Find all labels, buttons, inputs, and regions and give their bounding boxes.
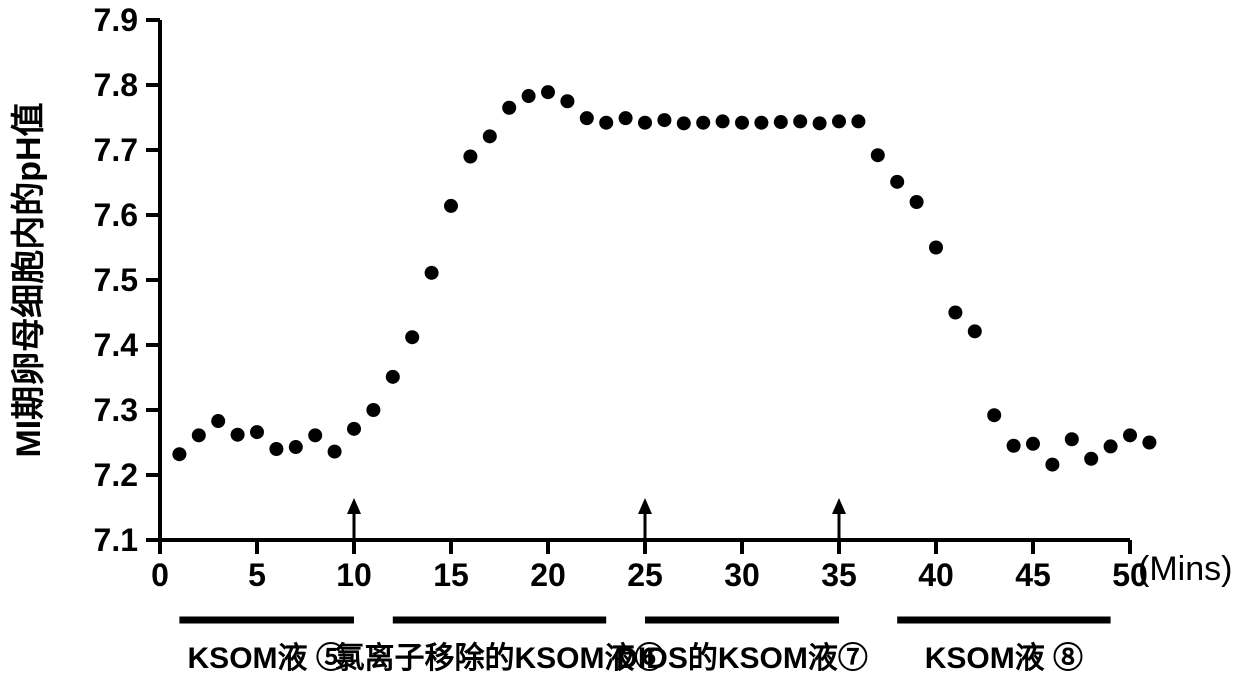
data-point (851, 114, 865, 128)
data-point (677, 116, 691, 130)
y-tick-label: 7.3 (94, 392, 138, 428)
y-tick-label: 7.1 (94, 522, 138, 558)
data-point (405, 330, 419, 344)
group-label: KSOM液 ⑤ (188, 642, 346, 675)
data-point (657, 113, 671, 127)
ph-chart: 7.1 7.2 7.3 7.4 7.5 7.6 7.7 7.8 7.9 0 5 10 15 20 25 30 3… (0, 0, 1240, 698)
data-point (1045, 458, 1059, 472)
arrow-head (638, 498, 652, 514)
data-point (754, 116, 768, 130)
data-point (328, 445, 342, 459)
data-point (1007, 439, 1021, 453)
data-point (619, 111, 633, 125)
data-point (696, 116, 710, 130)
data-point (735, 116, 749, 130)
data-point (425, 266, 439, 280)
data-point (1142, 436, 1156, 450)
data-point (444, 199, 458, 213)
x-tick-label: 35 (821, 557, 857, 593)
y-tick-label: 7.2 (94, 457, 138, 493)
data-point (1026, 437, 1040, 451)
x-tick-label: 25 (627, 557, 663, 593)
data-point (987, 408, 1001, 422)
data-point (929, 241, 943, 255)
data-point (599, 116, 613, 130)
x-tick-label: 10 (336, 557, 372, 593)
data-point (968, 324, 982, 338)
x-tick-label: 20 (530, 557, 566, 593)
data-point (716, 114, 730, 128)
data-point (774, 115, 788, 129)
data-point (541, 85, 555, 99)
x-tick-label: 15 (433, 557, 469, 593)
data-point (813, 116, 827, 130)
data-point (250, 425, 264, 439)
x-tick-label: 40 (918, 557, 954, 593)
data-point (366, 403, 380, 417)
data-point (793, 114, 807, 128)
data-point (269, 442, 283, 456)
data-point (231, 428, 245, 442)
group-label: KSOM液 ⑧ (925, 642, 1083, 675)
data-point (1123, 428, 1137, 442)
y-tick-label: 7.5 (94, 262, 138, 298)
data-point (871, 148, 885, 162)
x-tick-label: 5 (248, 557, 266, 593)
data-point (522, 89, 536, 103)
y-tick-label: 7.4 (94, 327, 139, 363)
data-point (211, 414, 225, 428)
data-point (638, 116, 652, 130)
x-tick-label: 0 (151, 557, 169, 593)
arrow-head (832, 498, 846, 514)
data-point (910, 195, 924, 209)
y-tick-label: 7.6 (94, 197, 138, 233)
data-point (192, 428, 206, 442)
data-point (560, 94, 574, 108)
data-point (172, 447, 186, 461)
group-label: DIDS的KSOM液⑦ (616, 642, 868, 675)
x-tick-label: 45 (1015, 557, 1051, 593)
arrow-head (347, 498, 361, 514)
data-point (948, 306, 962, 320)
data-point (463, 150, 477, 164)
data-point (347, 422, 361, 436)
data-point (580, 111, 594, 125)
data-point (502, 101, 516, 115)
data-point (832, 114, 846, 128)
data-point (483, 129, 497, 143)
data-point (1084, 452, 1098, 466)
data-point (1104, 439, 1118, 453)
x-axis-label: (Mins) (1138, 550, 1232, 588)
data-point (308, 428, 322, 442)
y-tick-label: 7.9 (94, 2, 138, 38)
chart-svg: 7.1 7.2 7.3 7.4 7.5 7.6 7.7 7.8 7.9 0 5 10 15 20 25 30 3… (0, 0, 1240, 698)
data-point (890, 175, 904, 189)
group-label: 氯离子移除的KSOM液⑥ (335, 641, 665, 675)
data-point (289, 440, 303, 454)
y-axis-label: MI期卵母细胞内的pH值 (10, 102, 48, 457)
data-point (386, 370, 400, 384)
y-tick-label: 7.7 (94, 132, 138, 168)
data-point (1065, 432, 1079, 446)
x-tick-label: 30 (724, 557, 760, 593)
y-tick-label: 7.8 (94, 67, 138, 103)
